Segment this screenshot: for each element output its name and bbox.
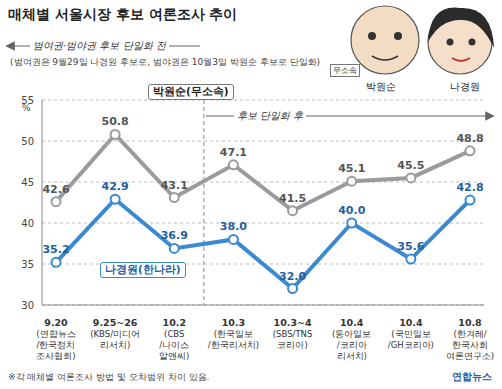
html-text:무소속: 무소속 — [333, 66, 357, 75]
svg-text:10.8(한겨레/한국사회여론연구소): 10.8(한겨레/한국사회여론연구소) — [446, 317, 494, 361]
svg-text:35: 35 — [21, 259, 34, 270]
svg-text:41.5: 41.5 — [279, 192, 306, 205]
html-text:매체별 서울시장 후보 여론조사 추이: 매체별 서울시장 후보 여론조사 추이 — [8, 6, 238, 22]
svg-text:10.4(국민일보/GH코리아): 10.4(국민일보/GH코리아) — [388, 317, 434, 350]
svg-text:38.0: 38.0 — [220, 220, 247, 233]
svg-text:45.5: 45.5 — [397, 159, 424, 172]
html-text:범여권·범야권 후보 단일화 전: 범여권·범야권 후보 단일화 전 — [33, 40, 166, 51]
html-text:박원순: 박원순 — [366, 81, 396, 92]
html-text:박원순(무소속): 박원순(무소속) — [153, 85, 229, 97]
svg-text:48.8: 48.8 — [456, 132, 483, 145]
svg-text:40: 40 — [21, 218, 34, 229]
svg-text:50.8: 50.8 — [102, 115, 129, 128]
svg-text:42.9: 42.9 — [102, 180, 129, 193]
svg-text:10.4(동아일보/코리아리서치): 10.4(동아일보/코리아리서치) — [332, 317, 371, 361]
svg-text:30: 30 — [21, 300, 34, 311]
svg-text:40.0: 40.0 — [338, 204, 365, 217]
svg-text:10.3~4(SBS/TNS코리아): 10.3~4(SBS/TNS코리아) — [273, 317, 313, 350]
svg-text:10.3(한국일보/한국리서치): 10.3(한국일보/한국리서치) — [208, 317, 259, 350]
html-text:나경원(한나라): 나경원(한나라) — [105, 263, 181, 275]
svg-text:35.2: 35.2 — [42, 243, 69, 256]
svg-text:45: 45 — [21, 177, 34, 188]
svg-text:36.9: 36.9 — [161, 229, 188, 242]
svg-text:42.6: 42.6 — [42, 183, 69, 196]
svg-text:32.0: 32.0 — [279, 270, 306, 283]
svg-text:9.20(연합뉴스/한국정치조사협회): 9.20(연합뉴스/한국정치조사협회) — [36, 317, 75, 361]
svg-text:45.1: 45.1 — [338, 162, 365, 175]
html-text:※각 매체별 여론조사 방법 및 오차범위 차이 있음.: ※각 매체별 여론조사 방법 및 오차범위 차이 있음. — [8, 372, 210, 382]
html-text:후보 단일화 후: 후보 단일화 후 — [236, 110, 304, 121]
html-text:(범여권은 9월29일 나경원 후보로, 범야권은 10월3: (범여권은 9월29일 나경원 후보로, 범야권은 10월3일 박원순 후보로 … — [10, 57, 321, 67]
svg-text:50: 50 — [21, 136, 34, 147]
svg-text:47.1: 47.1 — [220, 146, 247, 159]
svg-text:42.8: 42.8 — [456, 181, 483, 194]
svg-text:35.6: 35.6 — [397, 240, 424, 253]
svg-text:43.1: 43.1 — [161, 179, 188, 192]
svg-text:9.25~26(KBS/미디어리서치): 9.25~26(KBS/미디어리서치) — [90, 317, 140, 350]
html-text:연합뉴스: 연합뉴스 — [452, 371, 492, 382]
svg-text:10.2(CBS/나이스알앤씨): 10.2(CBS/나이스알앤씨) — [159, 317, 189, 361]
svg-text:55: 55 — [21, 94, 34, 106]
html-text:나경원: 나경원 — [450, 81, 480, 92]
